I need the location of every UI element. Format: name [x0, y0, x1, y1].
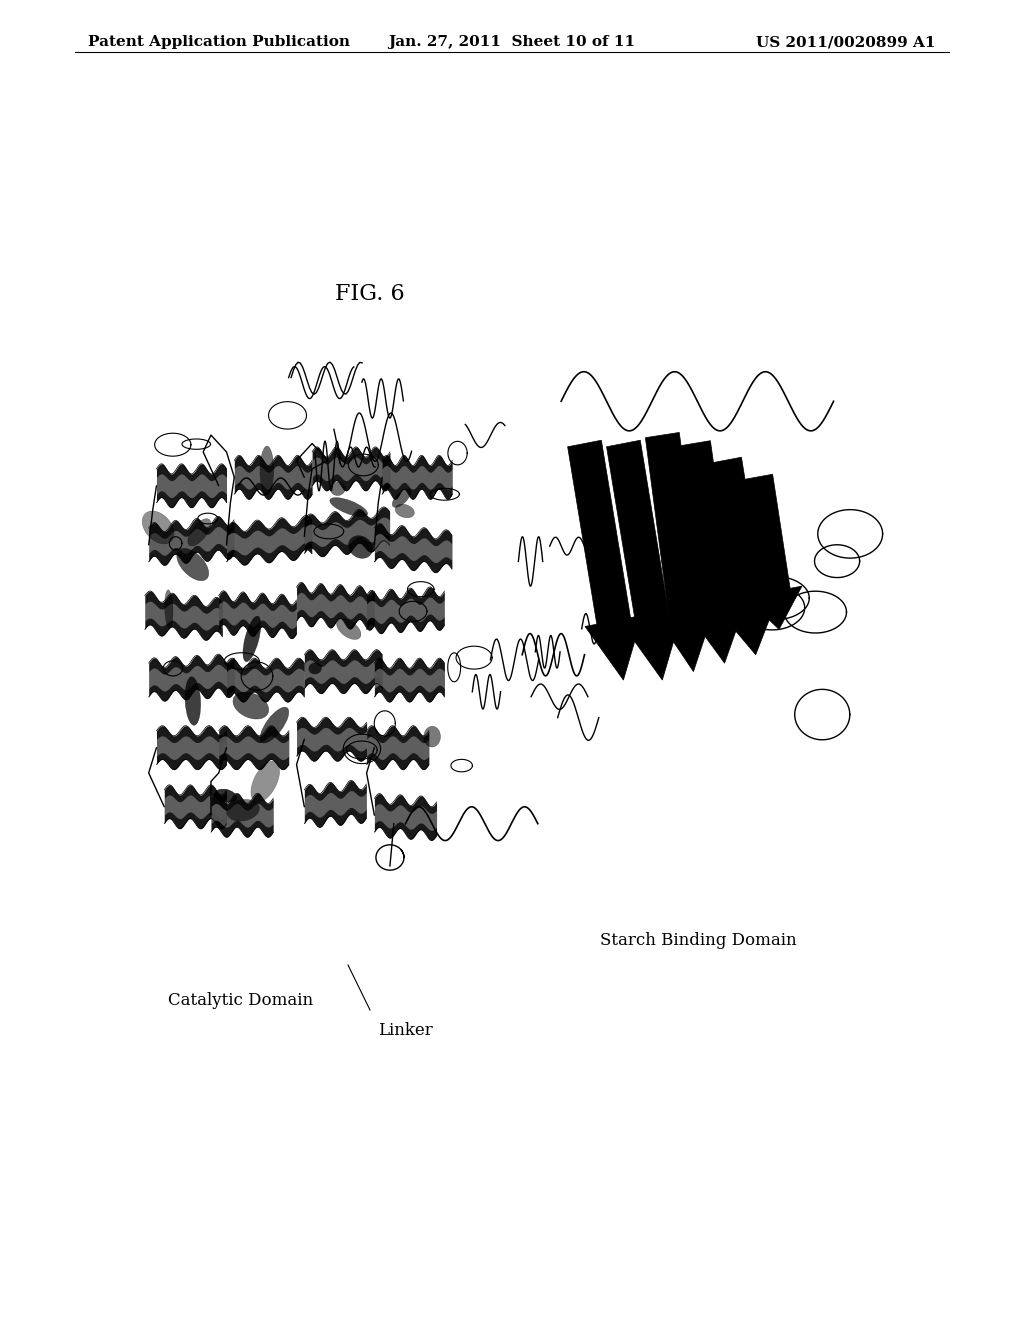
- Text: Linker: Linker: [378, 1022, 433, 1039]
- Ellipse shape: [260, 708, 289, 743]
- Ellipse shape: [177, 548, 209, 581]
- Ellipse shape: [395, 504, 415, 517]
- Polygon shape: [645, 433, 715, 672]
- Ellipse shape: [424, 726, 440, 747]
- Ellipse shape: [187, 519, 211, 546]
- Ellipse shape: [260, 446, 273, 495]
- Ellipse shape: [142, 511, 174, 544]
- Text: Starch Binding Domain: Starch Binding Domain: [600, 932, 797, 949]
- Text: US 2011/0020899 A1: US 2011/0020899 A1: [757, 36, 936, 49]
- Polygon shape: [606, 441, 681, 680]
- Ellipse shape: [233, 692, 268, 719]
- Text: Patent Application Publication: Patent Application Publication: [88, 36, 350, 49]
- Ellipse shape: [185, 677, 201, 725]
- Ellipse shape: [243, 616, 261, 661]
- Polygon shape: [739, 474, 802, 630]
- Ellipse shape: [331, 482, 345, 495]
- Ellipse shape: [392, 488, 411, 507]
- Ellipse shape: [348, 536, 373, 558]
- Ellipse shape: [226, 800, 259, 821]
- Text: FIG. 6: FIG. 6: [335, 282, 404, 305]
- Polygon shape: [567, 441, 642, 680]
- Text: Catalytic Domain: Catalytic Domain: [168, 993, 313, 1008]
- Ellipse shape: [251, 762, 280, 803]
- Ellipse shape: [165, 590, 173, 628]
- Ellipse shape: [215, 789, 237, 803]
- Polygon shape: [708, 457, 776, 655]
- Polygon shape: [677, 441, 745, 663]
- Ellipse shape: [330, 498, 368, 516]
- Text: Jan. 27, 2011  Sheet 10 of 11: Jan. 27, 2011 Sheet 10 of 11: [388, 36, 636, 49]
- Ellipse shape: [337, 619, 360, 639]
- Ellipse shape: [309, 663, 322, 675]
